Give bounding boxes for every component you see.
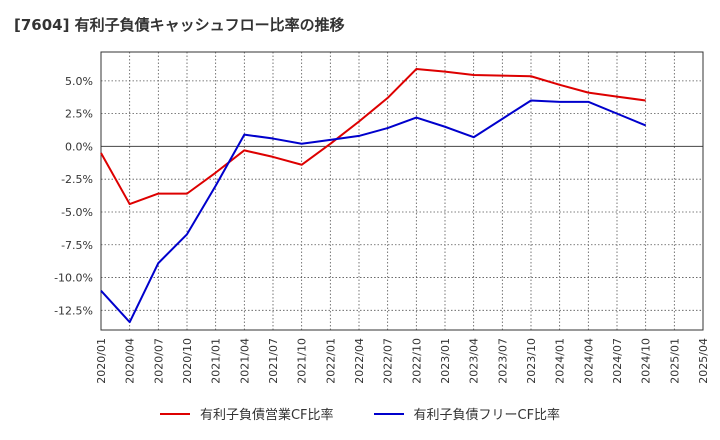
x-tick-label: 2024/07	[611, 338, 624, 384]
x-tick-label: 2021/07	[267, 338, 280, 384]
x-tick-label: 2020/01	[95, 338, 108, 384]
legend-label: 有利子負債営業CF比率	[199, 408, 334, 423]
legend-label: 有利子負債フリーCF比率	[413, 408, 561, 423]
x-tick-label: 2022/01	[324, 338, 337, 384]
x-tick-label: 2025/01	[668, 338, 681, 384]
legend: 有利子負債営業CF比率 有利子負債フリーCF比率	[0, 404, 720, 423]
x-tick-label: 2021/04	[238, 338, 251, 384]
x-tick-label: 2021/01	[210, 338, 223, 384]
series-line-operating-cf	[100, 68, 646, 206]
legend-swatch-red	[159, 412, 190, 415]
y-tick-label: -10.0%	[54, 272, 93, 285]
legend-item-operating-cf: 有利子負債営業CF比率	[159, 404, 334, 423]
x-tick-label: 2021/10	[296, 338, 309, 384]
x-tick-label: 2024/04	[582, 338, 595, 384]
y-tick-label: 2.5%	[65, 108, 93, 121]
chart-title: [7604] 有利子負債キャッシュフロー比率の推移	[14, 16, 345, 34]
x-tick-label: 2020/07	[152, 338, 165, 384]
x-tick-label: 2024/10	[640, 338, 653, 384]
x-tick-label: 2023/01	[439, 338, 452, 384]
x-tick-label: 2020/10	[181, 338, 194, 384]
grid	[101, 52, 703, 330]
plot-border	[100, 51, 704, 331]
x-tick-label: 2023/07	[496, 338, 509, 384]
y-axis-tick-labels: 5.0% 2.5% 0.0% -2.5% -5.0% -7.5% -10.0% -12.5%	[54, 75, 93, 317]
y-tick-label: 0.0%	[65, 140, 93, 153]
y-tick-label: -12.5%	[54, 304, 93, 317]
y-tick-label: -7.5%	[61, 239, 93, 252]
x-tick-label: 2022/07	[382, 338, 395, 384]
y-tick-label: -2.5%	[61, 173, 93, 186]
series-lines	[100, 68, 647, 324]
y-tick-label: -5.0%	[61, 206, 93, 219]
legend-item-free-cf: 有利子負債フリーCF比率	[373, 404, 561, 423]
x-axis-tick-labels: 2020/01 2020/04 2020/07 2020/10 2021/01 2021/…	[95, 338, 710, 384]
plot-area	[101, 52, 703, 330]
series-line-free-cf	[100, 99, 647, 324]
axes	[100, 51, 704, 331]
y-tick-label: 5.0%	[65, 75, 93, 88]
x-tick-label: 2024/01	[554, 338, 567, 384]
x-tick-label: 2023/04	[468, 338, 481, 384]
x-tick-label: 2025/04	[697, 338, 710, 384]
x-tick-label: 2022/10	[410, 338, 423, 384]
legend-swatch-blue	[373, 412, 404, 415]
x-tick-label: 2023/10	[525, 338, 538, 384]
x-tick-label: 2022/04	[353, 338, 366, 384]
x-tick-label: 2020/04	[124, 338, 137, 384]
